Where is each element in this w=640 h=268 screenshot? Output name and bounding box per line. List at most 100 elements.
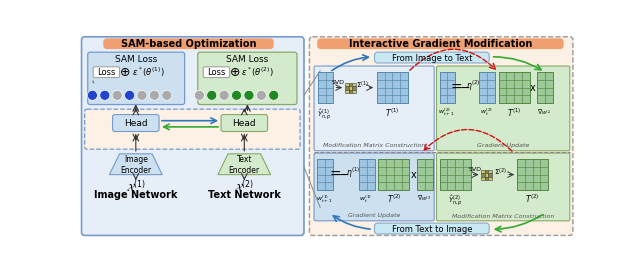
Bar	[349, 90, 352, 93]
FancyBboxPatch shape	[93, 67, 120, 78]
Text: $-$: $-$	[338, 168, 349, 181]
Bar	[485, 177, 488, 180]
FancyBboxPatch shape	[113, 114, 159, 132]
FancyBboxPatch shape	[317, 38, 564, 49]
Circle shape	[100, 90, 110, 100]
Bar	[349, 87, 352, 90]
Circle shape	[256, 90, 266, 100]
Bar	[440, 72, 455, 103]
Circle shape	[219, 90, 229, 100]
Text: $\oplus$: $\oplus$	[119, 66, 131, 80]
FancyBboxPatch shape	[81, 37, 304, 236]
Text: SAM Loss: SAM Loss	[227, 55, 269, 64]
Polygon shape	[109, 154, 162, 175]
Bar	[485, 173, 488, 177]
Text: =: =	[330, 168, 342, 182]
Bar	[488, 177, 492, 180]
Circle shape	[112, 90, 122, 100]
Text: $T^{(2)}$: $T^{(2)}$	[525, 193, 540, 206]
Bar	[488, 173, 492, 177]
Text: Head: Head	[232, 119, 256, 128]
Text: Interactive Gradient Modification: Interactive Gradient Modification	[349, 39, 532, 50]
Bar	[318, 72, 333, 103]
Text: Loss: Loss	[207, 68, 225, 77]
Text: $\epsilon^*(\theta^{(1)})$: $\epsilon^*(\theta^{(1)})$	[132, 65, 164, 79]
Bar	[499, 72, 529, 103]
Bar	[352, 83, 355, 87]
Text: $\hat{Y}^{(1)}_{n,p}$: $\hat{Y}^{(1)}_{n,p}$	[317, 107, 332, 121]
Text: Text
Encoder: Text Encoder	[228, 155, 260, 176]
Circle shape	[207, 90, 217, 100]
Text: $T^{(1)}$: $T^{(1)}$	[385, 107, 399, 119]
FancyBboxPatch shape	[84, 109, 300, 149]
Text: $\Sigma^{(1)}$: $\Sigma^{(1)}$	[356, 80, 369, 91]
FancyBboxPatch shape	[221, 114, 268, 132]
Text: $\oplus$: $\oplus$	[229, 66, 241, 80]
Text: Image
Encoder: Image Encoder	[120, 155, 152, 176]
Text: $\Sigma^{(2)}$: $\Sigma^{(2)}$	[494, 167, 507, 178]
FancyBboxPatch shape	[88, 52, 184, 105]
Bar	[377, 72, 408, 103]
Bar	[345, 90, 349, 93]
Bar	[479, 72, 495, 103]
FancyBboxPatch shape	[204, 67, 230, 78]
Text: Modification Matrix Construction: Modification Matrix Construction	[452, 214, 554, 218]
Circle shape	[269, 90, 279, 100]
Circle shape	[137, 90, 147, 100]
Text: Image Network: Image Network	[94, 190, 177, 200]
Circle shape	[162, 90, 172, 100]
Bar	[440, 159, 470, 190]
Text: Text Network: Text Network	[208, 190, 281, 200]
Bar	[345, 83, 349, 87]
Bar	[359, 159, 374, 190]
FancyBboxPatch shape	[374, 52, 489, 63]
Bar	[417, 159, 433, 190]
Text: $\nabla_{W^{(1)}}$: $\nabla_{W^{(1)}}$	[417, 193, 431, 203]
Text: $\eta^{(2)}$: $\eta^{(2)}$	[466, 79, 480, 93]
FancyBboxPatch shape	[103, 38, 274, 49]
Circle shape	[244, 90, 254, 100]
Bar	[481, 173, 485, 177]
Text: $w^{(2)}_{t}$: $w^{(2)}_{t}$	[479, 107, 493, 118]
Text: $w^{(1)}_{t}$: $w^{(1)}_{t}$	[360, 193, 372, 204]
FancyBboxPatch shape	[436, 153, 570, 221]
Text: Modification Matrix Construction: Modification Matrix Construction	[323, 143, 426, 148]
Text: =: =	[451, 81, 463, 95]
Bar	[349, 83, 352, 87]
FancyBboxPatch shape	[309, 37, 573, 236]
Text: SAM-based Optimization: SAM-based Optimization	[121, 39, 256, 50]
Text: $\hat{Y}^{(2)}_{n,p}$: $\hat{Y}^{(2)}_{n,p}$	[448, 193, 463, 208]
FancyBboxPatch shape	[314, 153, 434, 221]
Text: SVD: SVD	[468, 167, 482, 172]
FancyBboxPatch shape	[374, 223, 489, 234]
Bar	[481, 177, 485, 180]
Text: $\mathcal{X}^{(1)}$: $\mathcal{X}^{(1)}$	[125, 178, 146, 194]
Bar	[517, 159, 548, 190]
Text: SAM Loss: SAM Loss	[115, 55, 157, 64]
FancyBboxPatch shape	[198, 52, 297, 105]
Text: Gradient Update: Gradient Update	[477, 143, 529, 148]
FancyBboxPatch shape	[314, 66, 434, 151]
Bar	[485, 170, 488, 173]
Text: $\eta^{(1)}$: $\eta^{(1)}$	[346, 166, 360, 180]
Text: From Image to Text: From Image to Text	[392, 54, 472, 63]
Text: $\nabla_{W^{(2)}}$: $\nabla_{W^{(2)}}$	[537, 107, 552, 117]
Bar	[352, 90, 355, 93]
Bar	[378, 159, 410, 190]
Bar	[345, 87, 349, 90]
FancyBboxPatch shape	[436, 66, 570, 151]
Polygon shape	[218, 154, 271, 175]
Bar	[352, 87, 355, 90]
Text: x: x	[410, 170, 416, 180]
Text: x: x	[530, 83, 536, 93]
Circle shape	[195, 90, 204, 100]
Text: $w^{(2)}_{t+1}$: $w^{(2)}_{t+1}$	[438, 107, 455, 118]
Bar	[537, 72, 553, 103]
Text: $w^{(1)}_{t+1}$: $w^{(1)}_{t+1}$	[316, 193, 332, 204]
Bar	[488, 170, 492, 173]
Bar	[317, 159, 333, 190]
Text: $T^{(2)}$: $T^{(2)}$	[387, 193, 401, 206]
Text: $-$: $-$	[459, 81, 470, 94]
Text: $T^{(1)}$: $T^{(1)}$	[507, 107, 521, 119]
Text: $\mathcal{X}^{(2)}$: $\mathcal{X}^{(2)}$	[234, 178, 254, 194]
